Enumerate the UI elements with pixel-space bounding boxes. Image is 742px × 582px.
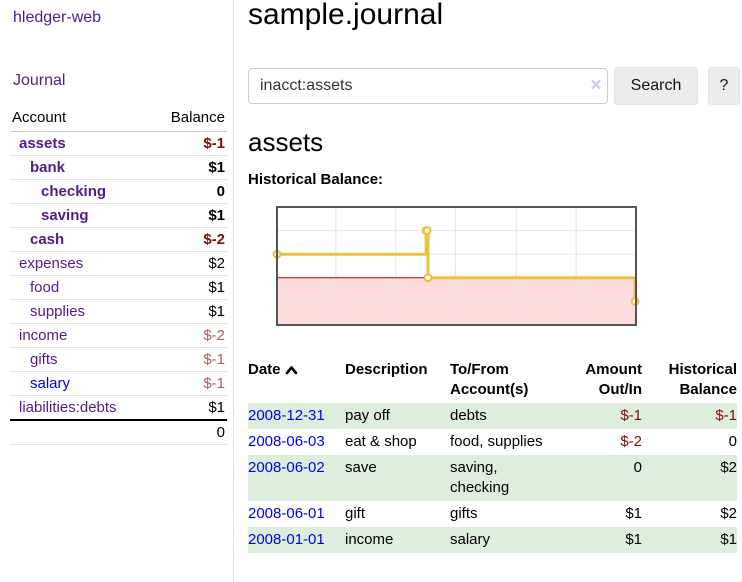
transaction-date-link[interactable]: 2008-01-01 (248, 531, 325, 548)
chart-label: Historical Balance: (248, 171, 384, 188)
account-row-salary: salary $-1 (10, 371, 227, 396)
transaction-accounts: debts (450, 403, 560, 429)
transaction-date-link[interactable]: 2008-06-03 (248, 433, 325, 450)
account-row-saving: saving $1 (10, 203, 227, 228)
balance-food: $1 (150, 275, 227, 300)
date-column-header[interactable]: Date (248, 357, 345, 403)
account-link-cash[interactable]: cash (30, 231, 65, 248)
register-row: 2008-06-01 gift gifts $1 $2 (248, 501, 737, 527)
sidebar-divider (233, 0, 234, 582)
account-page-title: assets (248, 127, 324, 157)
transaction-date-link[interactable]: 2008-06-02 (248, 459, 325, 476)
transaction-accounts: saving, checking (450, 455, 560, 501)
balance-checking: 0 (150, 179, 227, 204)
account-table-header-row: Account Balance (10, 106, 227, 132)
account-link-salary[interactable]: salary (30, 375, 71, 392)
transaction-accounts: salary (450, 527, 560, 553)
account-row-gifts: gifts $-1 (10, 347, 227, 372)
account-row-cash: cash $-2 (10, 227, 227, 252)
account-link-liabilities-debts[interactable]: liabilities:debts (19, 399, 117, 416)
sidebar-total-balance: 0 (150, 419, 227, 445)
register-row: 2008-06-03 eat & shop food, supplies $-2… (248, 429, 737, 455)
account-link-gifts[interactable]: gifts (30, 351, 58, 368)
balance-assets: $-1 (150, 131, 227, 156)
journal-nav-link[interactable]: Journal (13, 72, 66, 89)
app-brand-link[interactable]: hledger-web (13, 9, 102, 26)
account-link-supplies[interactable]: supplies (30, 303, 86, 320)
account-link-saving[interactable]: saving (41, 207, 89, 224)
historical-column-header: Historical Balance (668, 361, 737, 398)
account-balance-table: Account Balance assets $-1 bank $1 check… (10, 106, 227, 445)
register-table: Date Description To/From Account(s) Amoun… (248, 357, 737, 553)
search-input[interactable] (248, 68, 608, 104)
page-title: sample.journal (248, 0, 444, 31)
account-row-supplies: supplies $1 (10, 299, 227, 324)
account-link-checking[interactable]: checking (41, 183, 107, 200)
clear-search-icon[interactable]: × (590, 75, 602, 96)
transaction-balance: $2 (720, 505, 737, 522)
transaction-balance: 0 (728, 433, 737, 450)
account-link-expenses[interactable]: expenses (19, 255, 84, 272)
account-row-bank: bank $1 (10, 155, 227, 180)
transaction-description: income (345, 527, 450, 553)
chart-canvas (272, 206, 640, 326)
account-row-assets: assets $-1 (10, 131, 227, 156)
sidebar-total-row: 0 (10, 419, 227, 445)
register-header-row: Date Description To/From Account(s) Amoun… (248, 357, 737, 403)
amount-column-header: Amount Out/In (585, 361, 642, 398)
description-column-header: Description (345, 361, 428, 378)
register-row: 2008-06-02 save saving, checking 0 $2 (248, 455, 737, 501)
transaction-accounts: gifts (450, 505, 478, 522)
account-row-liabilities-debts: liabilities:debts $1 (10, 396, 227, 421)
transaction-description: save (345, 455, 450, 501)
balance-bank: $1 (150, 155, 227, 180)
balance-saving: $1 (150, 203, 227, 228)
transaction-balance: $1 (642, 527, 737, 553)
account-row-checking: checking 0 (10, 179, 227, 204)
search-button[interactable]: Search (614, 67, 698, 105)
balance-supplies: $1 (150, 299, 227, 324)
transaction-date-link[interactable]: 2008-12-31 (248, 407, 325, 424)
transaction-description: gift (345, 505, 366, 522)
transaction-amount: $-2 (620, 433, 642, 450)
balance-expenses: $2 (150, 251, 227, 276)
balance-salary: $-1 (150, 371, 227, 396)
transaction-date-link[interactable]: 2008-06-01 (248, 505, 325, 522)
tofrom-column-header: To/From Account(s) (450, 361, 529, 398)
balance-liabilities-debts: $1 (208, 399, 225, 416)
account-link-assets[interactable]: assets (19, 135, 66, 152)
transaction-description: eat & shop (345, 433, 417, 450)
transaction-amount: $1 (625, 505, 642, 522)
transaction-balance: $2 (642, 455, 737, 501)
help-button[interactable]: ? (708, 67, 740, 105)
account-row-food: food $1 (10, 275, 227, 300)
register-row: 2008-12-31 pay off debts $-1 $-1 (248, 403, 737, 429)
account-link-bank[interactable]: bank (30, 159, 66, 176)
account-row-income: income $-2 (10, 323, 227, 348)
date-header-label: Date (248, 361, 281, 378)
balance-cash: $-2 (150, 227, 227, 252)
account-link-food[interactable]: food (30, 279, 60, 296)
historical-balance-chart (244, 203, 642, 349)
transaction-amount: $-1 (560, 403, 642, 429)
account-column-header: Account (10, 106, 151, 132)
transaction-amount: 0 (560, 455, 642, 501)
register-row: 2008-01-01 income salary $1 $1 (248, 527, 737, 553)
balance-column-header: Balance (150, 106, 227, 132)
account-link-income[interactable]: income (19, 327, 68, 344)
balance-gifts: $-1 (150, 347, 227, 372)
transaction-amount: $1 (560, 527, 642, 553)
sort-ascending-icon (285, 361, 298, 381)
account-row-expenses: expenses $2 (10, 251, 227, 276)
transaction-description: pay off (345, 403, 450, 429)
balance-income: $-2 (150, 323, 227, 348)
transaction-accounts: food, supplies (450, 433, 543, 450)
transaction-balance: $-1 (642, 403, 737, 429)
